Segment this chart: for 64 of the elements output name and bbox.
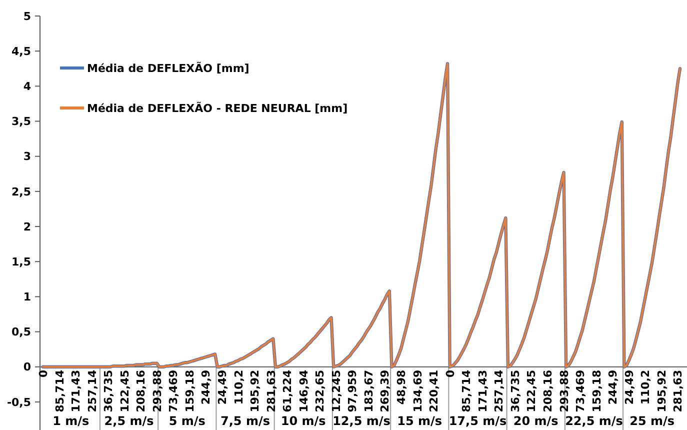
x-tick-label: 24,49 xyxy=(622,370,636,405)
x-tick-label: 134,69 xyxy=(411,370,424,412)
y-tick-label: 0,5 xyxy=(12,326,31,339)
x-tick-label: 36,735 xyxy=(102,370,116,412)
x-tick-label: 61,224 xyxy=(281,370,294,412)
x-tick-label: 171,43 xyxy=(70,370,83,412)
x-tick-label: 73,469 xyxy=(167,370,180,412)
x-tick-label: 183,67 xyxy=(362,370,376,412)
x-tick-label: 257,14 xyxy=(492,370,506,412)
annotation: 22,5 m/s xyxy=(565,414,623,428)
annotation: 2,5 m/s xyxy=(104,414,154,428)
y-tick-label: 3 xyxy=(23,150,31,164)
x-tick-label: 85,714 xyxy=(53,370,66,412)
y-tick-label: -0,5 xyxy=(6,396,31,409)
y-tick-label: 4,5 xyxy=(12,44,31,58)
x-tick-label: 12,245 xyxy=(330,370,343,412)
annotation: 5 m/s xyxy=(168,414,206,428)
x-tick-label: 159,18 xyxy=(590,370,604,412)
annotation: 10 m/s xyxy=(280,414,326,428)
x-tick-label: 208,16 xyxy=(134,370,148,412)
x-tick-label: 195,92 xyxy=(248,370,262,412)
x-tick-label: 293,88 xyxy=(558,370,571,412)
annotation: 7,5 m/s xyxy=(220,414,270,428)
x-tick-label: 0 xyxy=(444,370,457,378)
x-tick-label: 220,41 xyxy=(428,370,441,412)
x-tick-label: 36,735 xyxy=(508,370,522,412)
x-tick-label: 293,88 xyxy=(150,370,164,412)
x-tick-label: 122,45 xyxy=(118,370,132,412)
x-tick-label: 85,714 xyxy=(460,370,474,412)
x-tick-label: 171,43 xyxy=(476,370,490,412)
y-tick-label: 1 xyxy=(23,290,31,304)
x-tick-label: 24,49 xyxy=(216,370,230,405)
x-tick-label: 208,16 xyxy=(541,370,554,412)
y-tick-label: 5 xyxy=(23,10,31,23)
y-tick-label: 3,5 xyxy=(12,115,31,128)
x-tick-label: 281,63 xyxy=(264,370,278,412)
x-tick-label: 122,45 xyxy=(525,370,538,412)
annotation: 1 m/s xyxy=(52,414,90,428)
annotation: 15 m/s xyxy=(397,414,442,428)
annotation: 20 m/s xyxy=(513,414,558,428)
x-tick-label: 0 xyxy=(37,370,50,378)
y-tick-label: 2 xyxy=(23,220,31,234)
x-tick-label: 73,469 xyxy=(574,370,588,412)
x-tick-label: 269,39 xyxy=(378,370,392,412)
x-tick-label: 159,18 xyxy=(183,370,196,412)
x-tick-label: 146,94 xyxy=(297,370,310,412)
annotation: 12,5 m/s xyxy=(332,414,390,428)
x-tick-label: 195,92 xyxy=(655,370,668,412)
annotation: 25 m/s xyxy=(630,414,675,428)
y-tick-label: 4 xyxy=(23,80,32,94)
x-tick-label: 244,9 xyxy=(606,370,620,405)
x-tick-label: 110,2 xyxy=(232,370,246,405)
annotation: 17,5 m/s xyxy=(448,414,507,428)
legend-label: Média de DEFLEXÃO - REDE NEURAL [mm] xyxy=(87,100,348,115)
y-tick-label: 1,5 xyxy=(12,255,31,268)
legend-label: Média de DEFLEXÃO [mm] xyxy=(87,60,250,75)
x-tick-label: 97,959 xyxy=(346,370,360,412)
x-tick-label: 48,98 xyxy=(395,370,408,405)
x-tick-label: 110,2 xyxy=(639,370,652,405)
x-tick-label: 281,63 xyxy=(672,370,685,412)
x-tick-label: 257,14 xyxy=(86,370,99,412)
y-tick-label: 2,5 xyxy=(12,185,31,198)
x-tick-label: 244,9 xyxy=(200,370,213,405)
x-tick-label: 232,65 xyxy=(314,370,327,412)
